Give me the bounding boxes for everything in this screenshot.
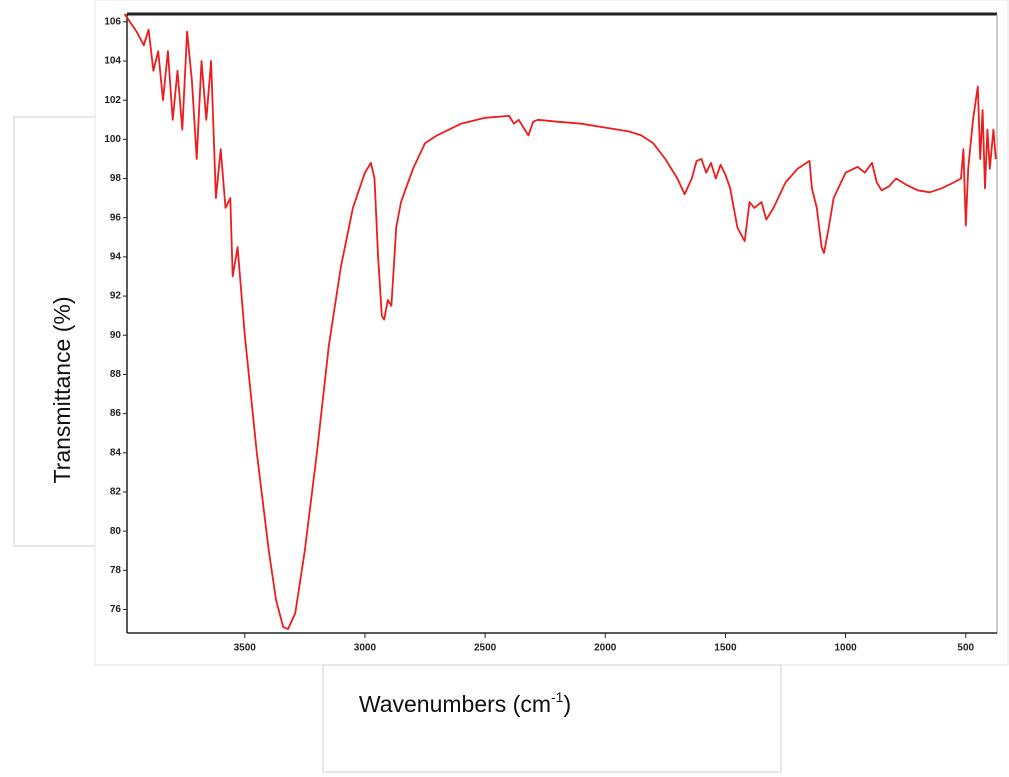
y-tick-label: 94 <box>110 252 122 263</box>
x-label-sup: -1 <box>551 689 564 705</box>
x-axis-label: Wavenumbers (cm-1) <box>359 689 571 717</box>
y-tick-label: 82 <box>110 487 122 498</box>
y-tick-label: 100 <box>104 134 121 145</box>
y-tick-label: 88 <box>110 369 122 380</box>
y-tick-label: 102 <box>104 95 121 106</box>
y-tick-label: 86 <box>110 408 122 419</box>
y-tick-label: 84 <box>110 447 122 458</box>
x-label-text: Wavenumbers (cm <box>359 691 551 717</box>
y-tick-label: 98 <box>110 173 122 184</box>
y-tick-label: 90 <box>110 330 122 341</box>
axes: 76 78 80 82 84 86 88 90 92 94 96 98 100 102 104 106 3500… <box>104 12 998 654</box>
y-tick-label: 80 <box>110 526 122 537</box>
spectrum-line <box>123 13 997 630</box>
x-tick-label: 3500 <box>234 643 257 654</box>
y-tick-label: 92 <box>110 291 122 302</box>
panel <box>322 664 782 773</box>
y-axis-label: Transmittance (%) <box>49 296 75 483</box>
x-tick-label: 2500 <box>474 643 497 654</box>
y-tick-label: 76 <box>110 604 122 615</box>
y-tick-label: 106 <box>104 16 121 27</box>
y-tick-label: 104 <box>104 56 121 67</box>
x-label-end: ) <box>563 691 571 717</box>
x-tick-label: 3000 <box>354 643 377 654</box>
x-tick-label: 2000 <box>594 643 617 654</box>
panel <box>94 0 1009 666</box>
x-tick-label: 1500 <box>714 643 737 654</box>
x-tick-label: 500 <box>957 643 974 654</box>
y-tick-label: 78 <box>110 565 122 576</box>
x-tick-label: 1000 <box>834 643 857 654</box>
y-tick-label: 96 <box>110 212 122 223</box>
